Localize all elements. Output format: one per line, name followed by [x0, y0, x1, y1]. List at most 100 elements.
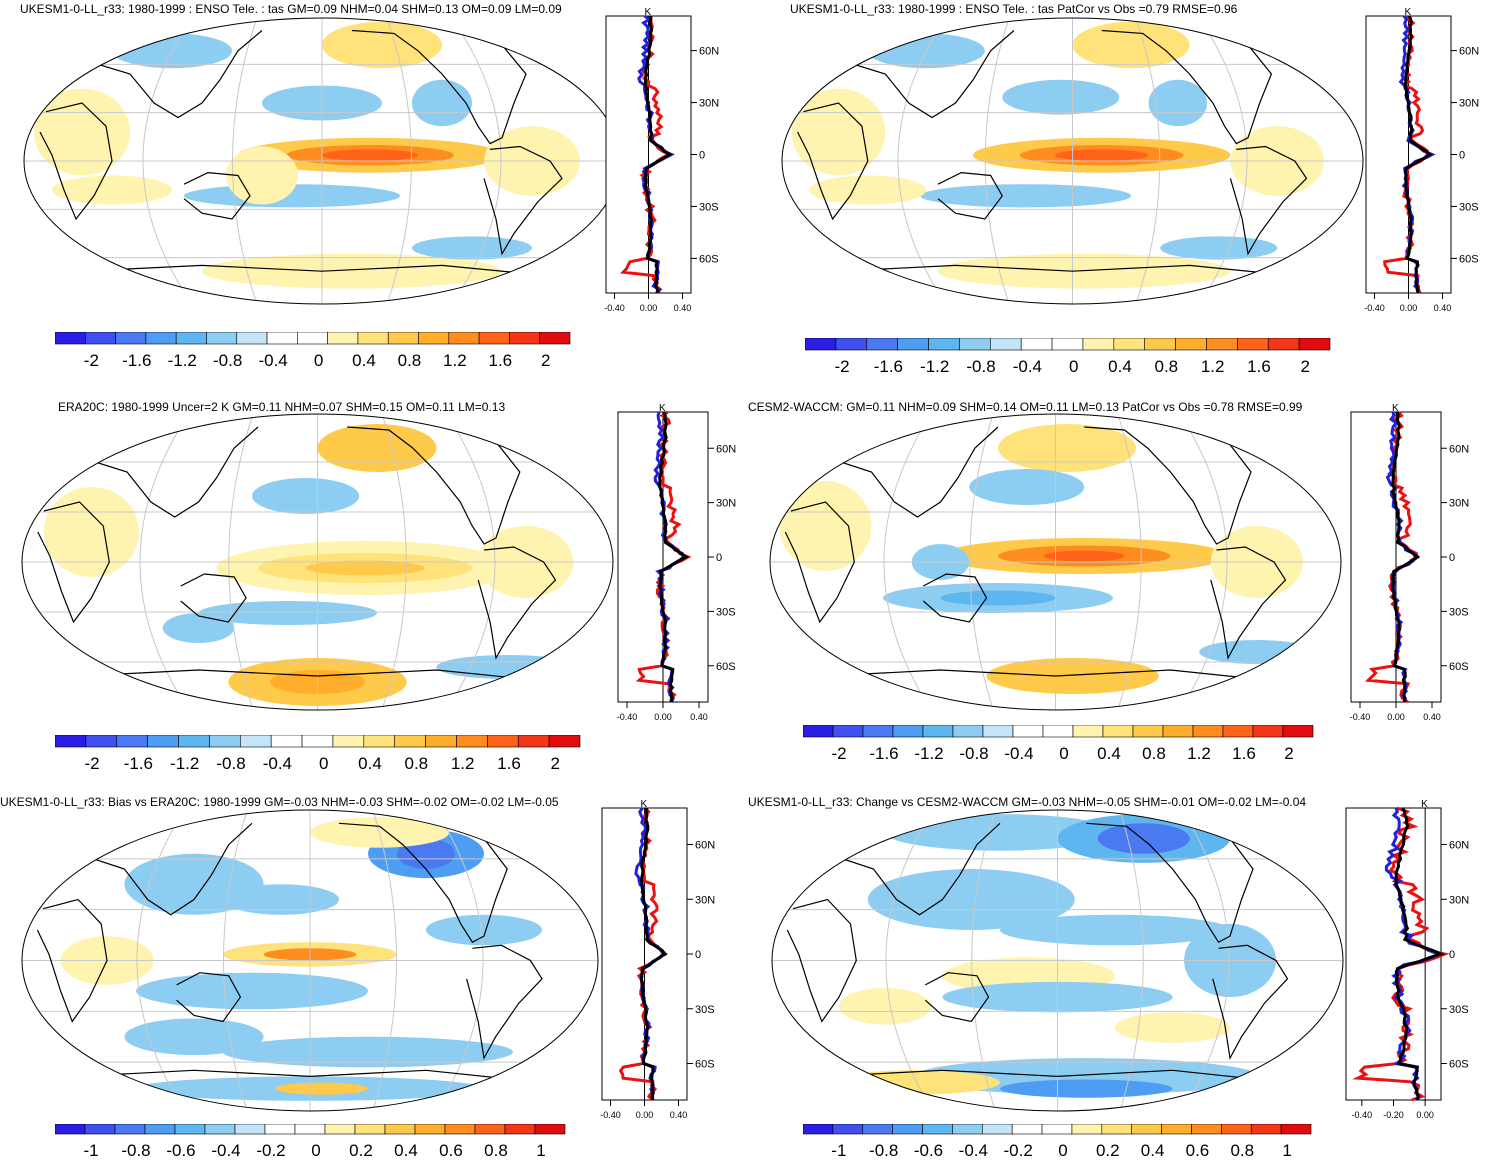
lat-tick-label: 30N — [1449, 894, 1469, 906]
lat-tick-label: 0 — [716, 552, 722, 564]
colorbar-label: 0.8 — [484, 1141, 508, 1160]
anomaly-region — [1148, 79, 1208, 127]
colorbar-label: 0.4 — [1141, 1141, 1165, 1160]
lat-tick-label: 60N — [1449, 443, 1469, 455]
coastline — [36, 898, 108, 1023]
colorbar-label: 0 — [319, 754, 328, 773]
colorbar-swatch — [1298, 338, 1331, 351]
anomaly-region — [275, 1082, 368, 1095]
longitude-gridline — [1198, 18, 1248, 304]
map-border — [21, 413, 614, 711]
x-tick-label: 0.40 — [1434, 303, 1452, 313]
colorbar-label: -1 — [83, 1141, 98, 1160]
coastline — [81, 264, 563, 278]
colorbar-label: -2 — [834, 357, 849, 376]
x-tick-label: 0.40 — [690, 712, 708, 722]
lat-tick-label: 60S — [1459, 253, 1479, 265]
anomaly-region — [1000, 1079, 1173, 1098]
coastline — [1086, 822, 1254, 943]
colorbar-label: 0.2 — [1096, 1141, 1120, 1160]
coastline — [1084, 426, 1252, 545]
colorbar-label: -0.8 — [959, 744, 988, 763]
colorbar-label: -0.2 — [256, 1141, 285, 1160]
x-tick-label: 0.40 — [670, 1110, 688, 1120]
anomaly-region — [322, 149, 418, 161]
colorbar-label: -2 — [84, 754, 99, 773]
anomaly-region — [223, 1036, 513, 1068]
robinson-map — [21, 809, 599, 1112]
coastline — [797, 102, 869, 221]
lat-tick-label: 0 — [1449, 949, 1455, 961]
colorbar-label: 1.6 — [1232, 744, 1256, 763]
panel-title: UKESM1-0-LL_r33: Bias vs ERA20C: 1980-19… — [0, 795, 559, 809]
zonal-mean-profile: K 60N 30N 0 30S 60S -0.40 0.00 0.40 — [1364, 8, 1479, 313]
colorbar-swatch — [922, 725, 954, 738]
anomaly-region — [969, 469, 1085, 505]
colorbar-swatch — [1191, 1124, 1222, 1135]
lat-tick-label: 30N — [716, 498, 736, 510]
anomaly-region — [1160, 236, 1278, 260]
zonal-mean-profile: K 60N 30N 0 30S 60S -0.40 0.00 0.40 — [600, 800, 715, 1120]
colorbar-swatch — [504, 1124, 536, 1135]
colorbar-swatch — [418, 332, 450, 345]
colorbar-label: 0 — [311, 1141, 320, 1160]
panel-title: UKESM1-0-LL_r33: Change vs CESM2-WACCM G… — [748, 795, 1307, 809]
coastline — [39, 102, 113, 221]
profile-line-black — [643, 15, 673, 294]
colorbar-swatch — [989, 338, 1022, 351]
longitude-gridline — [232, 18, 258, 304]
colorbar-label: -0.8 — [213, 351, 242, 370]
colorbar-label: 2 — [551, 754, 560, 773]
colorbar-swatch — [209, 735, 241, 748]
colorbar-label: -0.8 — [121, 1141, 150, 1160]
colorbar-swatch — [270, 735, 303, 748]
x-tick-label: 0.00 — [1416, 1110, 1434, 1120]
colorbar-label: 1.6 — [497, 754, 521, 773]
colorbar-label: 0.8 — [405, 754, 429, 773]
colorbar-swatch — [1162, 725, 1194, 738]
coastline — [351, 29, 527, 145]
colorbar: -1 -0.8 -0.6 -0.4 -0.2 0 0.2 0.4 0.6 0.8 1 — [55, 1124, 566, 1160]
colorbar-swatch — [1192, 725, 1224, 738]
coastline — [1210, 546, 1287, 660]
robinson-map — [23, 17, 621, 305]
colorbar-label: -0.8 — [216, 754, 245, 773]
panel-title: UKESM1-0-LL_r33: 1980-1999 : ENSO Tele. … — [790, 2, 1238, 16]
colorbar-label: -1.2 — [920, 357, 949, 376]
zonal-mean-profile: K 60N 30N 0 30S 60S -0.40 0.00 0.40 — [1350, 404, 1469, 722]
x-tick-label: -0.40 — [617, 712, 638, 722]
colorbar-swatch — [1011, 1124, 1043, 1135]
profile-line-black — [1403, 15, 1433, 294]
colorbar-label: -0.6 — [914, 1141, 943, 1160]
map-border — [21, 809, 599, 1112]
colorbar-swatch — [1113, 338, 1146, 351]
lat-tick-label: 60N — [699, 46, 719, 58]
colorbar-swatch — [1020, 338, 1053, 351]
colorbar-label: 1 — [536, 1141, 545, 1160]
colorbar-swatch — [1041, 1124, 1073, 1135]
longitude-gridline — [1181, 810, 1230, 1111]
panel-title: ERA20C: 1980-1999 Uncer=2 K GM=0.11 NHM=… — [58, 400, 506, 414]
colorbar-swatch — [548, 735, 581, 748]
colorbar-label: -1 — [831, 1141, 846, 1160]
colorbar-label: 1 — [1282, 1141, 1291, 1160]
colorbar-label: -1.2 — [170, 754, 199, 773]
longitude-gridline — [451, 18, 502, 304]
colorbar-label: -0.4 — [211, 1141, 240, 1160]
lat-tick-label: 30S — [1449, 1004, 1469, 1016]
colorbar-label: -0.6 — [166, 1141, 195, 1160]
colorbar-swatch — [832, 725, 864, 738]
anomaly-region — [52, 175, 172, 205]
coastline — [180, 573, 247, 623]
coastline — [77, 1069, 543, 1084]
colorbar-swatch — [444, 1124, 476, 1135]
colorbar-swatch — [517, 735, 550, 748]
profile-line-black — [1390, 411, 1421, 703]
x-tick-label: -0.40 — [1364, 303, 1385, 313]
x-tick-label: 0.00 — [654, 712, 672, 722]
colorbar-swatch — [239, 735, 272, 748]
colorbar: -2 -1.6 -1.2 -0.8 -0.4 0 0.4 0.8 1.2 1.6 2 — [55, 332, 571, 370]
colorbar-swatch — [301, 735, 334, 748]
colorbar-swatch — [892, 1124, 923, 1135]
colorbar-swatch — [384, 1124, 416, 1135]
